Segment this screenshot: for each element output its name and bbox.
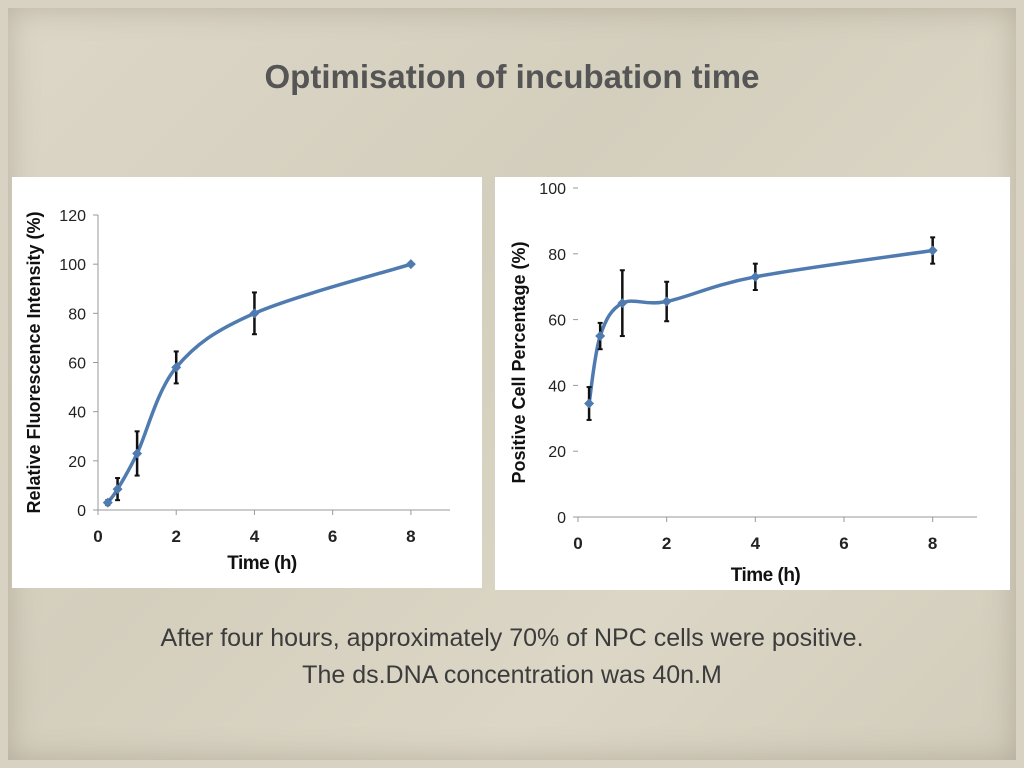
data-point-marker bbox=[750, 271, 761, 282]
data-point-marker bbox=[584, 398, 595, 409]
slide-title: Optimisation of incubation time bbox=[264, 58, 760, 95]
y-tick-label: 80 bbox=[548, 247, 566, 264]
y-tick-label: 100 bbox=[539, 181, 566, 198]
y-tick-label: 80 bbox=[68, 306, 86, 323]
x-tick-label: 6 bbox=[839, 534, 848, 553]
series-line bbox=[587, 248, 933, 404]
data-point-marker bbox=[249, 308, 260, 319]
data-point-marker bbox=[102, 497, 113, 508]
y-tick-label: 20 bbox=[68, 454, 86, 471]
x-tick-label: 0 bbox=[93, 527, 102, 546]
chart-fluorescence-panel: 0 20 40 60 80 100 120 0 2 4 6 8 Time (h) Relative Flu… bbox=[12, 177, 482, 588]
y-tick-label: 0 bbox=[557, 510, 566, 527]
y-tick-label: 60 bbox=[68, 356, 86, 373]
x-tick-label: 8 bbox=[928, 534, 937, 553]
y-tick-label: 60 bbox=[548, 313, 566, 330]
y-tick-label: 20 bbox=[548, 444, 566, 461]
x-tick-label: 2 bbox=[662, 534, 671, 553]
y-tick-label: 40 bbox=[548, 378, 566, 395]
data-point-marker bbox=[617, 298, 628, 309]
x-tick-label: 4 bbox=[751, 534, 761, 553]
data-point-marker bbox=[661, 296, 672, 307]
y-axis-label: Positive Cell Percentage (%) bbox=[509, 241, 529, 483]
data-point-marker bbox=[595, 331, 606, 342]
chart-positive-cells: 0 20 40 60 80 100 0 2 4 6 8 Time (h) Positive Cell P… bbox=[509, 181, 977, 586]
y-tick-label: 100 bbox=[59, 257, 86, 274]
x-tick-label: 2 bbox=[171, 527, 180, 546]
data-point-marker bbox=[112, 484, 123, 495]
y-tick-label: 40 bbox=[68, 405, 86, 422]
chart-fluorescence: 0 20 40 60 80 100 120 0 2 4 6 8 Time (h) Relative Flu… bbox=[24, 208, 450, 574]
data-point-marker bbox=[405, 259, 416, 270]
x-tick-label: 0 bbox=[573, 534, 582, 553]
y-tick-label: 0 bbox=[77, 503, 86, 520]
x-axis-label: Time (h) bbox=[227, 553, 297, 574]
y-tick-label: 120 bbox=[59, 208, 86, 225]
series-line bbox=[106, 262, 412, 504]
data-point-marker bbox=[132, 448, 143, 459]
caption-line-1: After four hours, approximately 70% of N… bbox=[160, 624, 864, 652]
y-axis-label: Relative Fluorescence Intensity (%) bbox=[24, 211, 44, 513]
data-point-marker bbox=[171, 362, 182, 373]
x-tick-label: 4 bbox=[250, 527, 260, 546]
chart-positive-cells-panel: 0 20 40 60 80 100 0 2 4 6 8 Time (h) Positive Cell P… bbox=[495, 177, 1010, 590]
x-tick-label: 6 bbox=[328, 527, 337, 546]
x-axis-label: Time (h) bbox=[731, 565, 801, 586]
data-point-marker bbox=[927, 245, 938, 256]
x-tick-label: 8 bbox=[406, 527, 415, 546]
caption-line-2: The ds.DNA concentration was 40n.M bbox=[302, 661, 722, 689]
